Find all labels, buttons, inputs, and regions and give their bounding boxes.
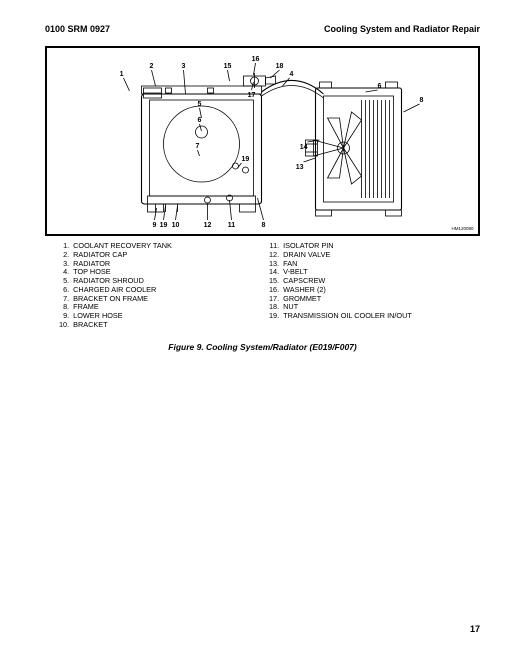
parts-legend: 1. 2. 3. 4. 5. 6. 7. 8. 9. 10. COOLANT R… (45, 242, 480, 330)
page-header: 0100 SRM 0927 Cooling System and Radiato… (45, 24, 480, 34)
header-right: Cooling System and Radiator Repair (324, 24, 480, 34)
callout-19: 19 (242, 156, 250, 163)
figure-caption: Figure 9. Cooling System/Radiator (E019/… (45, 342, 480, 352)
cooling-system-diagram: 123151617184685671913149191012118 HM1200… (47, 48, 478, 234)
callout-11: 11 (228, 222, 236, 229)
callout-8: 8 (262, 222, 266, 229)
callout-14: 14 (300, 144, 308, 151)
callout-3: 3 (182, 63, 186, 70)
page-number: 17 (470, 624, 480, 634)
callout-8: 8 (420, 97, 424, 104)
callout-18: 18 (276, 63, 284, 70)
drawing-code: HM120080 (451, 226, 474, 231)
legend-col-1: 1. 2. 3. 4. 5. 6. 7. 8. 9. 10. COOLANT R… (59, 242, 269, 330)
left-assembly (142, 86, 262, 212)
callouts: 123151617184685671913149191012118 (120, 56, 424, 229)
callout-6: 6 (198, 117, 202, 124)
callout-6: 6 (378, 83, 382, 90)
callout-5: 5 (198, 101, 202, 108)
callout-1: 1 (120, 71, 124, 78)
callout-7: 7 (196, 143, 200, 150)
callout-10: 10 (172, 222, 180, 229)
callout-13: 13 (296, 164, 304, 171)
callout-2: 2 (150, 63, 154, 70)
callout-4: 4 (290, 71, 294, 78)
callout-12: 12 (204, 222, 212, 229)
callout-9: 9 (153, 222, 157, 229)
figure-frame: 123151617184685671913149191012118 HM1200… (45, 46, 480, 236)
header-left: 0100 SRM 0927 (45, 24, 110, 34)
right-assembly (306, 82, 402, 216)
legend-col-2: 11. 12. 13. 14. 15. 16. 17. 18. 19. ISOL… (269, 242, 469, 330)
callout-16: 16 (252, 56, 260, 63)
callout-15: 15 (224, 63, 232, 70)
callout-19: 19 (160, 222, 168, 229)
callout-17: 17 (248, 92, 256, 99)
